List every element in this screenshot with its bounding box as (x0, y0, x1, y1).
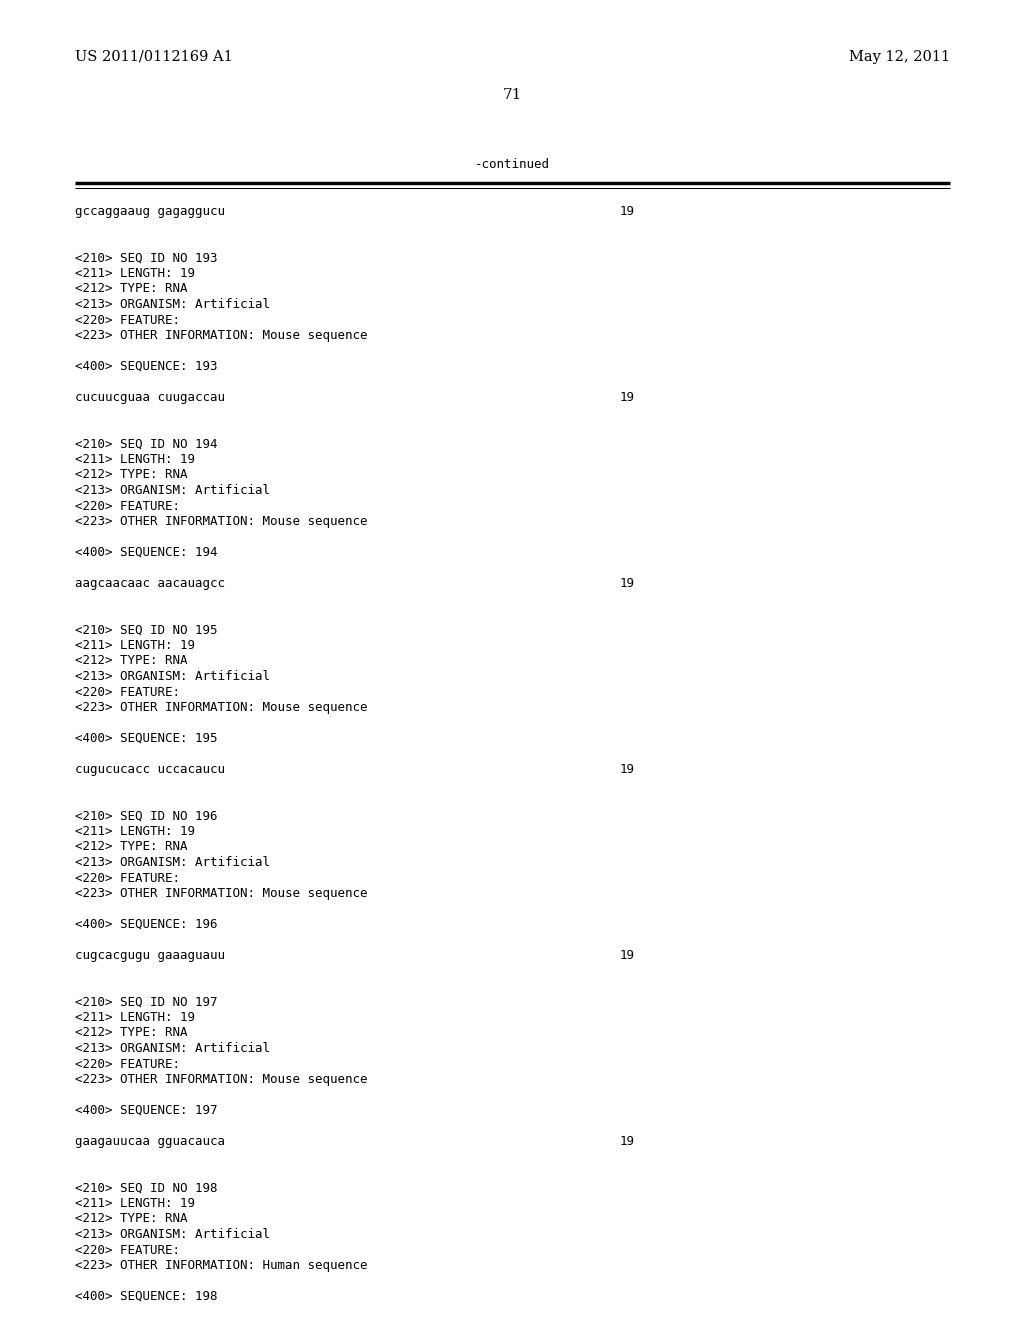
Text: <211> LENGTH: 19: <211> LENGTH: 19 (75, 267, 195, 280)
Text: <212> TYPE: RNA: <212> TYPE: RNA (75, 655, 187, 668)
Text: <220> FEATURE:: <220> FEATURE: (75, 499, 180, 512)
Text: cugucucacc uccacaucu: cugucucacc uccacaucu (75, 763, 225, 776)
Text: cugcacgugu gaaaguauu: cugcacgugu gaaaguauu (75, 949, 225, 962)
Text: <212> TYPE: RNA: <212> TYPE: RNA (75, 1027, 187, 1040)
Text: <212> TYPE: RNA: <212> TYPE: RNA (75, 841, 187, 854)
Text: <400> SEQUENCE: 195: <400> SEQUENCE: 195 (75, 733, 217, 744)
Text: <220> FEATURE:: <220> FEATURE: (75, 314, 180, 326)
Text: <210> SEQ ID NO 194: <210> SEQ ID NO 194 (75, 437, 217, 450)
Text: <400> SEQUENCE: 197: <400> SEQUENCE: 197 (75, 1104, 217, 1117)
Text: <400> SEQUENCE: 196: <400> SEQUENCE: 196 (75, 917, 217, 931)
Text: 71: 71 (503, 88, 521, 102)
Text: <213> ORGANISM: Artificial: <213> ORGANISM: Artificial (75, 298, 270, 312)
Text: gaagauucaa gguacauca: gaagauucaa gguacauca (75, 1135, 225, 1148)
Text: <210> SEQ ID NO 198: <210> SEQ ID NO 198 (75, 1181, 217, 1195)
Text: <223> OTHER INFORMATION: Mouse sequence: <223> OTHER INFORMATION: Mouse sequence (75, 515, 368, 528)
Text: <213> ORGANISM: Artificial: <213> ORGANISM: Artificial (75, 1041, 270, 1055)
Text: <213> ORGANISM: Artificial: <213> ORGANISM: Artificial (75, 484, 270, 498)
Text: <212> TYPE: RNA: <212> TYPE: RNA (75, 1213, 187, 1225)
Text: <220> FEATURE:: <220> FEATURE: (75, 871, 180, 884)
Text: US 2011/0112169 A1: US 2011/0112169 A1 (75, 50, 232, 63)
Text: 19: 19 (620, 763, 635, 776)
Text: <400> SEQUENCE: 198: <400> SEQUENCE: 198 (75, 1290, 217, 1303)
Text: aagcaacaac aacauagcc: aagcaacaac aacauagcc (75, 577, 225, 590)
Text: <223> OTHER INFORMATION: Mouse sequence: <223> OTHER INFORMATION: Mouse sequence (75, 701, 368, 714)
Text: May 12, 2011: May 12, 2011 (849, 50, 950, 63)
Text: <220> FEATURE:: <220> FEATURE: (75, 685, 180, 698)
Text: <210> SEQ ID NO 197: <210> SEQ ID NO 197 (75, 995, 217, 1008)
Text: <213> ORGANISM: Artificial: <213> ORGANISM: Artificial (75, 671, 270, 682)
Text: <210> SEQ ID NO 193: <210> SEQ ID NO 193 (75, 252, 217, 264)
Text: 19: 19 (620, 205, 635, 218)
Text: <211> LENGTH: 19: <211> LENGTH: 19 (75, 1011, 195, 1024)
Text: 19: 19 (620, 1135, 635, 1148)
Text: <223> OTHER INFORMATION: Mouse sequence: <223> OTHER INFORMATION: Mouse sequence (75, 329, 368, 342)
Text: 19: 19 (620, 391, 635, 404)
Text: <223> OTHER INFORMATION: Human sequence: <223> OTHER INFORMATION: Human sequence (75, 1259, 368, 1272)
Text: <212> TYPE: RNA: <212> TYPE: RNA (75, 469, 187, 482)
Text: cucuucguaa cuugaccau: cucuucguaa cuugaccau (75, 391, 225, 404)
Text: <211> LENGTH: 19: <211> LENGTH: 19 (75, 1197, 195, 1210)
Text: gccaggaaug gagaggucu: gccaggaaug gagaggucu (75, 205, 225, 218)
Text: <220> FEATURE:: <220> FEATURE: (75, 1243, 180, 1257)
Text: <213> ORGANISM: Artificial: <213> ORGANISM: Artificial (75, 1228, 270, 1241)
Text: <211> LENGTH: 19: <211> LENGTH: 19 (75, 825, 195, 838)
Text: <210> SEQ ID NO 195: <210> SEQ ID NO 195 (75, 623, 217, 636)
Text: <210> SEQ ID NO 196: <210> SEQ ID NO 196 (75, 809, 217, 822)
Text: <400> SEQUENCE: 194: <400> SEQUENCE: 194 (75, 546, 217, 558)
Text: <211> LENGTH: 19: <211> LENGTH: 19 (75, 453, 195, 466)
Text: 19: 19 (620, 577, 635, 590)
Text: -continued: -continued (474, 158, 550, 172)
Text: 19: 19 (620, 949, 635, 962)
Text: <223> OTHER INFORMATION: Mouse sequence: <223> OTHER INFORMATION: Mouse sequence (75, 1073, 368, 1086)
Text: <223> OTHER INFORMATION: Mouse sequence: <223> OTHER INFORMATION: Mouse sequence (75, 887, 368, 900)
Text: <212> TYPE: RNA: <212> TYPE: RNA (75, 282, 187, 296)
Text: <220> FEATURE:: <220> FEATURE: (75, 1057, 180, 1071)
Text: <211> LENGTH: 19: <211> LENGTH: 19 (75, 639, 195, 652)
Text: <213> ORGANISM: Artificial: <213> ORGANISM: Artificial (75, 855, 270, 869)
Text: <400> SEQUENCE: 193: <400> SEQUENCE: 193 (75, 360, 217, 374)
